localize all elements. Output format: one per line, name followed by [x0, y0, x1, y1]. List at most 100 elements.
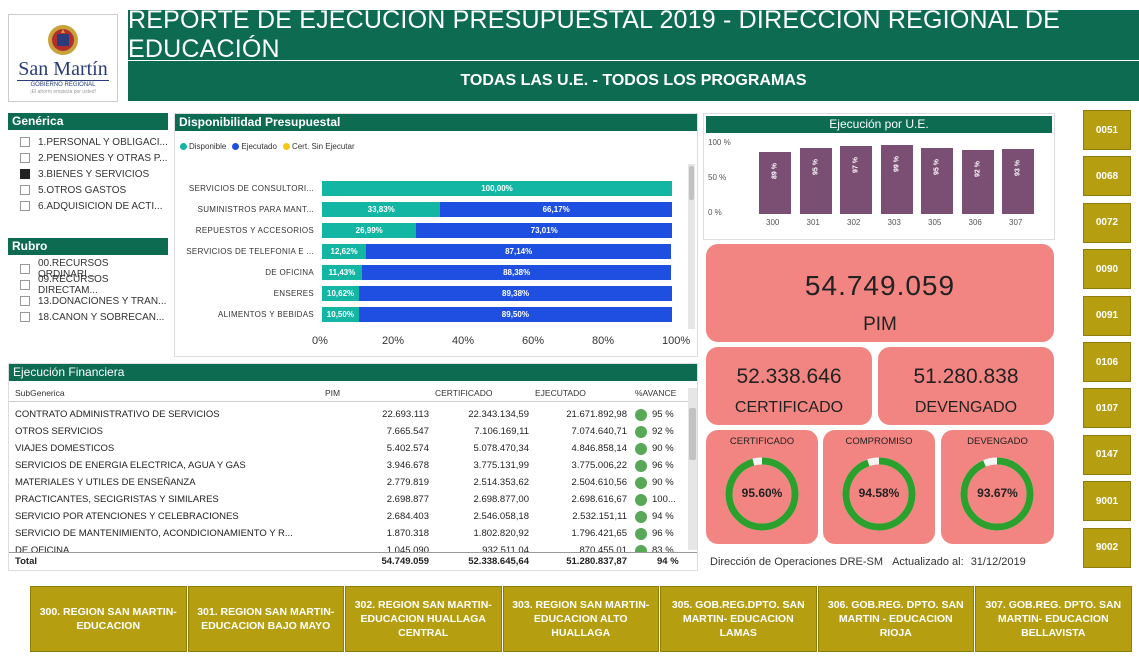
x-tick-label: 60% — [522, 335, 545, 347]
table-row[interactable]: OTROS SERVICIOS 7.665.547 7.106.169,11 7.07… — [9, 423, 697, 440]
bar-row[interactable]: ENSERES 10,62% 89,38% — [185, 285, 705, 302]
rubro-item[interactable]: 09.RECURSOS DIRECTAM... — [20, 274, 168, 296]
ue-bar-label: 89 % — [771, 162, 779, 179]
cell-ejecutado: 3.775.006,22 — [571, 460, 627, 471]
legend-item[interactable]: Ejecutado — [232, 142, 277, 151]
table-row[interactable]: SERVICIO POR ATENCIONES Y CELEBRACIONES 2… — [9, 508, 697, 525]
ue-filter-button[interactable]: 0107 — [1083, 388, 1131, 429]
rubro-item[interactable]: 13.DONACIONES Y TRAN... — [20, 293, 168, 309]
table-row[interactable]: SERVICIOS DE ENERGIA ELECTRICA, AGUA Y G… — [9, 457, 697, 474]
bar-segment-ejecutado[interactable]: 89,38% — [359, 286, 672, 301]
report-subtitle: TODAS LAS U.E. - TODOS LOS PROGRAMAS — [128, 61, 1139, 101]
ue-filter-button[interactable]: 0072 — [1083, 202, 1131, 243]
checkbox[interactable] — [20, 296, 30, 306]
checkbox[interactable] — [20, 280, 30, 290]
rubro-item[interactable]: 18.CANON Y SOBRECAN... — [20, 309, 168, 325]
ue-bar[interactable]: 92 % — [961, 149, 994, 214]
bar-row[interactable]: SERVICIOS DE TELEFONIA E ... 12,62% 87,14% — [185, 243, 705, 260]
devengado-card: 51.280.838 DEVENGADO — [878, 347, 1054, 425]
legend-item[interactable]: Disponible — [180, 142, 226, 151]
total-ejecutado: 51.280.837,87 — [566, 556, 627, 567]
bar-segment-disponible[interactable]: 100,00% — [322, 181, 672, 196]
ue-bar[interactable]: 93 % — [1002, 148, 1034, 214]
bar-segment-disponible[interactable]: 11,43% — [322, 265, 362, 280]
cell-subgenerica: OTROS SERVICIOS — [15, 426, 103, 437]
ue-filter-button[interactable]: 9001 — [1083, 481, 1131, 522]
bar-row[interactable]: SUMINISTROS PARA MANT... 33,83% 66,17% — [185, 201, 705, 218]
ue-bar[interactable]: 89 % — [759, 151, 791, 214]
checkbox[interactable] — [20, 185, 30, 195]
total-pim: 54.749.059 — [381, 556, 429, 567]
ue-filter-button[interactable]: 0147 — [1083, 434, 1131, 475]
table-row[interactable]: VIAJES DOMESTICOS 5.402.574 5.078.470,34 4.… — [9, 440, 697, 457]
total-avance: 94 % — [657, 555, 679, 567]
bar-segment-ejecutado[interactable]: 89,50% — [358, 307, 672, 322]
region-filter-button[interactable]: 306. GOB.REG. DPTO. SAN MARTIN - EDUCACI… — [817, 586, 974, 652]
bar-segment-disponible[interactable]: 12,62% — [322, 244, 367, 259]
checkbox[interactable] — [20, 201, 30, 211]
category-label: ENSERES — [273, 289, 314, 298]
region-filter-button[interactable]: 300. REGION SAN MARTIN-EDUCACION — [30, 586, 187, 652]
ue-bar-label: 97 % — [852, 157, 860, 174]
cell-ejecutado: 21.671.892,98 — [566, 409, 627, 420]
col-certificado[interactable]: CERTIFICADO — [435, 388, 493, 398]
ue-filter-button[interactable]: 9002 — [1083, 527, 1131, 568]
avance-value: 96 % — [652, 460, 674, 471]
ue-filter-button[interactable]: 0068 — [1083, 156, 1131, 197]
category-label: DE OFICINA — [265, 268, 314, 277]
col-pim[interactable]: PIM — [325, 388, 341, 398]
ue-filter-button[interactable]: 0091 — [1083, 295, 1131, 336]
ue-filter-button[interactable]: 0090 — [1083, 249, 1131, 290]
bar-segment-ejecutado[interactable]: 66,17% — [440, 202, 672, 217]
region-filter-button[interactable]: 307. GOB.REG. DPTO. SAN MARTIN- EDUCACIO… — [975, 586, 1132, 652]
region-filter-button[interactable]: 303. REGION SAN MARTIN-EDUCACION ALTO HU… — [502, 586, 659, 652]
bar-segment-disponible[interactable]: 10,62% — [322, 286, 360, 301]
checkbox[interactable] — [20, 153, 30, 163]
bar-segment-ejecutado[interactable]: 88,38% — [362, 265, 672, 280]
region-filter-button[interactable]: 302. REGION SAN MARTIN-EDUCACION HUALLAG… — [345, 586, 502, 652]
chart-scrollbar[interactable] — [688, 164, 695, 329]
ue-filter-button[interactable]: 0051 — [1083, 110, 1131, 150]
generica-item[interactable]: 1.PERSONAL Y OBLIGACI... — [20, 134, 168, 150]
donut-title: COMPROMISO — [845, 436, 913, 447]
cell-certificado: 3.775.131,99 — [473, 460, 529, 471]
ue-bar[interactable]: 97 % — [840, 146, 872, 214]
bar-row[interactable]: ALIMENTOS Y BEBIDAS 10,50% 89,50% — [185, 306, 705, 323]
region-filter-button[interactable]: 301. REGION SAN MARTIN-EDUCACION BAJO MA… — [187, 586, 344, 652]
bar-segment-ejecutado[interactable]: 73,01% — [416, 223, 672, 238]
legend-item[interactable]: Cert. Sin Ejecutar — [282, 142, 355, 151]
avance-value: 100... — [652, 494, 676, 505]
bar-row[interactable]: DE OFICINA 11,43% 88,38% — [185, 264, 705, 281]
ue-filter-button[interactable]: 0106 — [1083, 342, 1131, 382]
col-subgenerica[interactable]: SubGenerica — [15, 388, 65, 398]
bar-row[interactable]: REPUESTOS Y ACCESORIOS 26,99% 73,01% — [185, 222, 705, 239]
bar-segment-disponible[interactable]: 26,99% — [322, 223, 417, 238]
table-row[interactable]: SERVICIO DE MANTENIMIENTO, ACONDICIONAMI… — [9, 525, 697, 542]
generica-item[interactable]: 2.PENSIONES Y OTRAS P... — [20, 150, 168, 166]
ue-bar[interactable]: 95 % — [799, 147, 832, 214]
ue-bar[interactable]: 99 % — [880, 144, 913, 214]
checkbox[interactable] — [20, 312, 30, 322]
bar-segment-disponible[interactable]: 10,50% — [322, 307, 359, 322]
table-scrollbar[interactable] — [688, 388, 697, 550]
checkbox[interactable] — [20, 137, 30, 147]
bar-row[interactable]: SERVICIOS DE CONSULTORI... 100,00% — [185, 180, 705, 197]
checkbox[interactable] — [20, 264, 30, 274]
table-row[interactable]: PRACTICANTES, SECIGRISTAS Y SIMILARES 2.6… — [9, 491, 697, 508]
donut-card: COMPROMISO 94.58% — [823, 430, 935, 544]
bar-segment-disponible[interactable]: 33,83% — [322, 202, 441, 217]
region-filter-button[interactable]: 305. GOB.REG.DPTO. SAN MARTIN- EDUCACION… — [660, 586, 817, 652]
generica-item[interactable]: 5.OTROS GASTOS — [20, 182, 168, 198]
table-row[interactable]: DE OFICINA 1.045.090 932.511,04 870.455,01 8… — [9, 542, 697, 552]
col-avance[interactable]: %AVANCE — [635, 387, 677, 398]
col-ejecutado[interactable]: EJECUTADO — [535, 388, 586, 398]
ue-bar[interactable]: 95 % — [921, 147, 953, 214]
cell-subgenerica: DE OFICINA — [15, 545, 70, 552]
checkbox[interactable] — [20, 169, 30, 179]
generica-item[interactable]: 6.ADQUISICION DE ACTI... — [20, 198, 168, 214]
generica-item[interactable]: 3.BIENES Y SERVICIOS — [20, 166, 168, 182]
rubro-item[interactable]: 00.RECURSOS ORDINARI... — [20, 258, 168, 280]
bar-segment-ejecutado[interactable]: 87,14% — [366, 244, 672, 259]
table-row[interactable]: MATERIALES Y UTILES DE ENSEÑANZA 2.779.81… — [9, 474, 697, 491]
table-row[interactable]: CONTRATO ADMINISTRATIVO DE SERVICIOS 22.6… — [9, 406, 697, 423]
